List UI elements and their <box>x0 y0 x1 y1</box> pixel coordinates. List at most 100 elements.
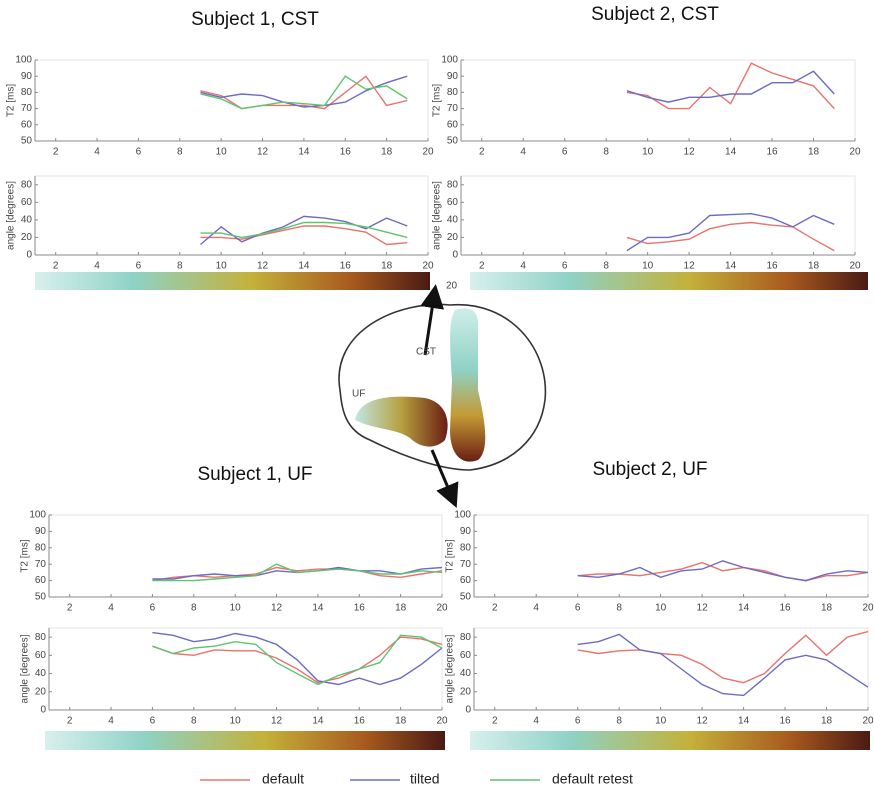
x-tick-label: 8 <box>177 147 183 158</box>
legend-label: default <box>262 771 304 787</box>
y-tick-label: 60 <box>21 197 33 208</box>
y-tick-label: 0 <box>452 250 458 261</box>
y-tick-label: 70 <box>35 559 47 570</box>
x-tick-label: 18 <box>381 147 393 158</box>
x-tick-label: 16 <box>354 716 366 727</box>
y-tick-label: 80 <box>35 542 47 553</box>
x-tick-label: 2 <box>492 716 498 727</box>
y-tick-label: 80 <box>21 179 33 190</box>
x-tick-label: 14 <box>298 261 310 272</box>
x-tick-label: 18 <box>821 603 833 614</box>
y-tick-label: 60 <box>460 650 472 661</box>
chart: 50 60 70 80 90 100 2 4 6 8 10 12 14 16 18 20 T2 [ms] Subj… <box>20 464 448 614</box>
plot-frame <box>48 514 443 598</box>
x-tick-label: 2 <box>479 147 485 158</box>
y-tick-label: 20 <box>21 232 33 243</box>
x-tick-label: 10 <box>216 147 228 158</box>
x-tick-label: 10 <box>642 147 654 158</box>
x-tick-label: 18 <box>808 147 820 158</box>
x-tick-label: 4 <box>520 261 526 272</box>
plot-frame <box>473 627 869 711</box>
series-line <box>200 75 408 110</box>
x-tick-label: 14 <box>298 147 310 158</box>
chart-title: Subject 2, CST <box>591 4 719 25</box>
series-line <box>577 633 869 697</box>
y-tick-label: 60 <box>21 119 33 130</box>
y-tick-label: 90 <box>447 71 459 82</box>
x-tick-label: 14 <box>738 603 750 614</box>
x-tick-label: 2 <box>67 603 73 614</box>
series-line <box>626 62 835 110</box>
colorbar <box>470 731 870 750</box>
x-tick-label: 10 <box>216 261 228 272</box>
x-tick-label: 20 <box>862 716 874 727</box>
series-line <box>152 636 443 684</box>
diagram-label: CST <box>416 347 436 358</box>
brain-diagram: CST UF 20 <box>338 281 547 509</box>
x-tick-label: 18 <box>395 603 407 614</box>
series-line <box>152 631 443 686</box>
plot-frame <box>48 627 443 711</box>
y-tick-label: 90 <box>21 71 33 82</box>
chart: 50 60 70 80 90 100 2 4 6 8 10 12 14 16 18 20 T2 [ms] Subj… <box>432 4 861 158</box>
y-tick-label: 0 <box>40 705 46 716</box>
x-tick-label: 6 <box>136 147 142 158</box>
legend-label: tilted <box>410 771 440 787</box>
y-tick-label: 20 <box>460 686 472 697</box>
x-tick-label: 4 <box>94 261 100 272</box>
x-tick-label: 14 <box>312 716 324 727</box>
y-axis-label: T2 [ms] <box>432 84 443 118</box>
y-tick-label: 60 <box>35 575 47 586</box>
y-tick-label: 70 <box>447 103 459 114</box>
x-tick-label: 12 <box>271 716 283 727</box>
y-tick-label: 100 <box>29 510 46 521</box>
x-tick-label: 4 <box>94 147 100 158</box>
x-tick-label: 20 <box>422 261 434 272</box>
arrow <box>420 284 445 356</box>
x-tick-label: 16 <box>779 603 791 614</box>
y-tick-label: 0 <box>465 705 471 716</box>
chart-title: Subject 1, UF <box>197 464 312 485</box>
y-axis-label: angle [degrees] <box>6 181 17 250</box>
diagram-label: 20 <box>446 281 458 292</box>
x-tick-label: 14 <box>725 147 737 158</box>
x-tick-label: 10 <box>655 603 667 614</box>
x-tick-label: 18 <box>821 716 833 727</box>
series-line <box>200 221 408 239</box>
y-tick-label: 40 <box>447 215 459 226</box>
x-tick-label: 14 <box>725 261 737 272</box>
chart: 0 20 40 60 80 2 4 6 8 10 12 14 16 18 20 angle [degrees] <box>432 175 861 272</box>
chart: 0 20 40 60 80 2 4 6 8 10 12 14 16 18 20 angle [degrees] <box>445 627 874 727</box>
y-axis-label: T2 [ms] <box>445 539 456 573</box>
chart-title: Subject 1, CST <box>191 9 319 30</box>
x-tick-label: 4 <box>520 147 526 158</box>
x-tick-label: 6 <box>136 261 142 272</box>
y-tick-label: 100 <box>441 55 458 66</box>
x-tick-label: 6 <box>562 261 568 272</box>
x-tick-label: 2 <box>53 147 59 158</box>
x-tick-label: 12 <box>271 603 283 614</box>
x-tick-label: 2 <box>67 716 73 727</box>
chart: 0 20 40 60 80 2 4 6 8 10 12 14 16 18 20 angle [degrees] <box>6 175 434 272</box>
x-tick-label: 16 <box>766 147 778 158</box>
y-tick-label: 90 <box>460 526 472 537</box>
y-tick-label: 70 <box>21 103 33 114</box>
y-tick-label: 80 <box>447 179 459 190</box>
y-axis-label: angle [degrees] <box>20 634 31 703</box>
x-tick-label: 20 <box>422 147 434 158</box>
x-tick-label: 14 <box>312 603 324 614</box>
x-tick-label: 12 <box>697 603 709 614</box>
x-tick-label: 8 <box>616 603 622 614</box>
y-tick-label: 40 <box>21 215 33 226</box>
x-tick-label: 12 <box>684 261 696 272</box>
x-tick-label: 16 <box>779 716 791 727</box>
x-tick-label: 16 <box>340 147 352 158</box>
y-tick-label: 80 <box>35 632 47 643</box>
plot-frame <box>460 59 856 142</box>
y-tick-label: 60 <box>460 575 472 586</box>
x-tick-label: 10 <box>230 603 242 614</box>
arrow <box>430 449 459 509</box>
x-tick-label: 4 <box>533 603 539 614</box>
y-tick-label: 60 <box>447 197 459 208</box>
